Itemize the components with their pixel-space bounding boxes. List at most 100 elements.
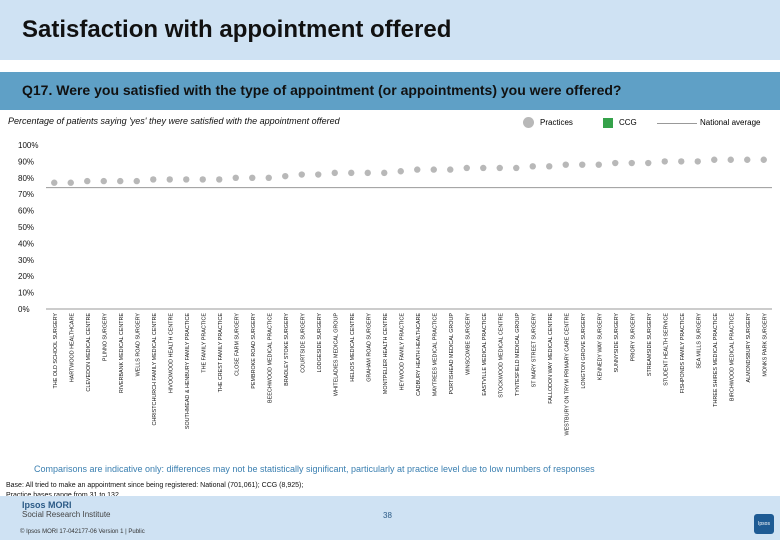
category-label: HIVOOMOOD HEALTH CENTRE	[168, 313, 174, 394]
practice-point	[678, 158, 685, 165]
practice-point	[265, 174, 272, 181]
practice-point	[51, 179, 58, 186]
comparison-note: Comparisons are indicative only: differe…	[34, 464, 595, 474]
category-label: MONTPELIER HEALTH CENTRE	[383, 313, 389, 394]
base-note-line1: Base: All tried to make an appointment s…	[6, 482, 304, 489]
practice-point	[381, 169, 388, 177]
practice-point	[661, 158, 668, 165]
practice-point	[117, 177, 124, 185]
y-tick-label: 0%	[18, 305, 30, 314]
ipsos-logo-mark: Ipsos	[754, 514, 774, 534]
title-bar: Satisfaction with appointment offered	[0, 0, 780, 60]
y-tick-label: 20%	[18, 272, 34, 281]
category-label: WINSCOMBE SURGERY	[465, 313, 471, 375]
category-label: CADBURY HEATH HEALTHCARE	[416, 313, 422, 396]
y-tick-label: 80%	[18, 174, 34, 183]
page-title: Satisfaction with appointment offered	[22, 16, 452, 43]
y-tick-label: 30%	[18, 256, 34, 265]
legend-national-marker	[657, 123, 697, 124]
copyright-text: © Ipsos MORI 17-042177-06 Version 1 | Pu…	[20, 529, 145, 535]
category-label: TYNTESFIELD MEDICAL GROUP	[515, 313, 521, 396]
category-label: HEYWOOD FAMILY PRACTICE	[399, 313, 405, 391]
category-label: THE FAMILY PRACTICE	[201, 313, 207, 373]
legend-ccg-label: CCG	[619, 118, 637, 127]
legend-practices-label: Practices	[540, 118, 573, 127]
practice-point	[232, 174, 239, 181]
category-label: MONKS PARK SURGERY	[762, 313, 768, 377]
category-label: WHITELADIES MEDICAL GROUP	[333, 313, 339, 396]
category-label: COURTSIDE SURGERY	[300, 313, 306, 373]
category-label: SUNNYSIDE SURGERY	[614, 313, 620, 373]
category-label: LODGESIDE SURGERY	[317, 313, 323, 373]
practice-point	[397, 168, 404, 175]
practice-point	[711, 156, 718, 163]
category-label: HARTWOOD HEALTHCARE	[69, 313, 75, 383]
practice-point	[529, 163, 536, 170]
category-label: PORTISHEAD MEDICAL GROUP	[449, 313, 455, 395]
category-label: PLINNO SURGERY	[102, 313, 108, 362]
category-label: MAYTREES MEDICAL PRACTICE	[432, 313, 438, 397]
question-text: Q17. Were you satisfied with the type of…	[22, 82, 622, 98]
ipsos-mori-logo: Ipsos MORI Social Research Institute	[22, 500, 111, 520]
practice-point	[513, 164, 520, 172]
category-label: FALLODON WAY MEDICAL CENTRE	[548, 313, 554, 404]
practice-point	[628, 159, 635, 167]
question-bar: Q17. Were you satisfied with the type of…	[0, 72, 780, 110]
chart-subtitle: Percentage of patients saying 'yes' they…	[8, 116, 340, 126]
practice-point	[447, 166, 454, 173]
y-tick-label: 40%	[18, 239, 34, 248]
base-note: Base: All tried to make an appointment s…	[6, 481, 303, 501]
practice-point	[645, 159, 652, 167]
category-label: THE CREST FAMILY PRACTICE	[218, 313, 224, 393]
practice-point	[364, 169, 371, 177]
practice-point	[430, 166, 437, 173]
chart-area: 0% 10% 20% 30% 40% 50% 60% 70% 80% 90% 100% THE OLD…	[18, 141, 772, 436]
category-label: EASTVILLE MEDICAL PRACTICE	[482, 313, 488, 396]
practice-point	[216, 176, 223, 183]
practice-point	[496, 164, 503, 172]
practice-point	[282, 172, 289, 180]
category-label: BRADLEY STOKE SURGERY	[284, 313, 290, 386]
practice-point	[348, 169, 355, 177]
practice-point	[744, 156, 751, 163]
category-label: PEMBROKE ROAD SURGERY	[251, 313, 257, 389]
y-tick-label: 60%	[18, 207, 34, 216]
practice-point	[480, 164, 487, 172]
practice-point	[579, 161, 586, 168]
practice-point	[760, 156, 767, 163]
y-tick-label: 100%	[18, 141, 38, 150]
practice-point	[727, 156, 734, 163]
page-number: 38	[383, 511, 392, 520]
category-label: HELIOS MEDICAL CENTRE	[350, 313, 356, 382]
category-label: RIVERBANK MEDICAL CENTRE	[119, 313, 125, 393]
category-label: STOCKWOOD MEDICAL CENTRE	[498, 313, 504, 398]
practice-point	[298, 171, 305, 178]
category-label: LONGTON GROVE SURGERY	[581, 313, 587, 389]
category-label: THE OLD SCHOOL SURGERY	[53, 313, 59, 389]
practice-point	[463, 164, 470, 172]
practice-point	[100, 177, 107, 185]
practice-point	[315, 171, 322, 178]
practice-point	[166, 176, 173, 183]
practice-point	[150, 176, 157, 183]
logo-subtitle: Social Research Institute	[22, 510, 111, 519]
category-label: WELLS ROAD SURGERY	[135, 313, 141, 377]
category-label: KENNEDY WAY SURGERY	[597, 313, 603, 381]
practice-point	[546, 163, 553, 170]
category-label: THREE SHIRES MEDICAL PRACTICE	[713, 313, 719, 407]
practice-point	[612, 159, 619, 167]
practice-point	[562, 161, 569, 168]
category-label: STUDENT HEALTH SERVICE	[663, 313, 669, 386]
logo-brand: Ipsos MORI	[22, 500, 72, 510]
practice-point	[694, 158, 701, 165]
y-tick-label: 50%	[18, 223, 34, 232]
footer-bar	[0, 496, 780, 540]
category-label: CHRISTCHURCH FAMILY MEDICAL CENTRE	[152, 313, 158, 426]
practice-point	[199, 176, 206, 183]
legend-ccg-marker	[603, 118, 613, 128]
y-tick-label: 90%	[18, 157, 34, 166]
practice-point	[133, 177, 140, 185]
practice-point	[84, 177, 91, 185]
practice-point	[183, 176, 190, 183]
y-tick-label: 70%	[18, 190, 34, 199]
